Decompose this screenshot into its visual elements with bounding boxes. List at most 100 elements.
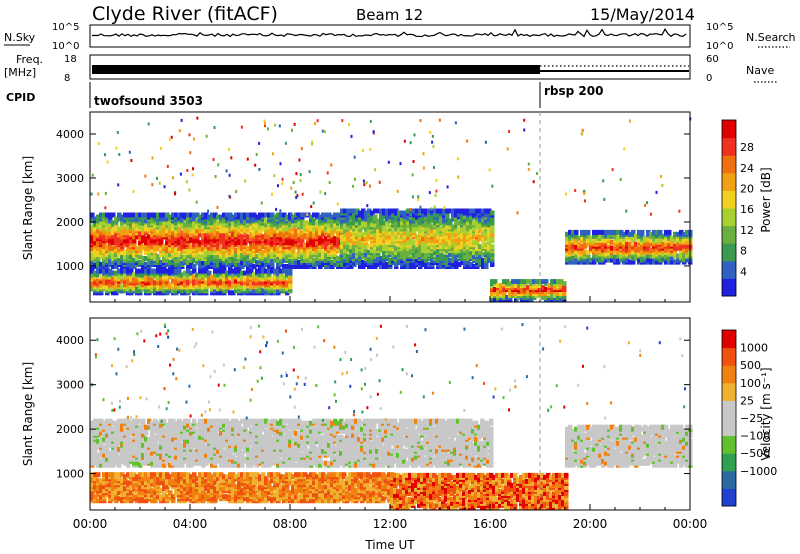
y-tick-label: 1000 xyxy=(56,260,84,273)
freq-trace-rbsp xyxy=(540,70,689,72)
legend-tick-label: 500 xyxy=(740,359,761,372)
legend-swatch xyxy=(722,172,736,191)
date-title: 15/May/2014 xyxy=(590,5,695,24)
velocity-scatter-noise xyxy=(91,323,686,424)
legend-swatch xyxy=(722,330,736,349)
velocity-band-0 xyxy=(90,418,494,468)
y-tick-label: 1000 xyxy=(56,468,84,481)
freq-label: Freq. xyxy=(16,53,43,66)
legend-swatch xyxy=(722,488,736,507)
legend-swatch xyxy=(722,278,736,297)
x-tick-label: 04:00 xyxy=(173,517,208,531)
legend-tick-label: 100 xyxy=(740,377,761,390)
y-tick-label: 2000 xyxy=(56,216,84,229)
velocity-panel: 1000 2000 3000 4000 Slant Range [km] 1000 50… xyxy=(21,317,777,511)
legend-swatch xyxy=(722,453,736,472)
legend-tick-label: 1000 xyxy=(740,342,768,355)
nave-tick-high: 60 xyxy=(706,54,719,65)
x-tick-label: 20:00 xyxy=(573,517,608,531)
legend-tick-label: −25 xyxy=(740,412,763,425)
legend-swatch xyxy=(722,260,736,279)
y-tick-label: 3000 xyxy=(56,379,84,392)
y-tick-label: 4000 xyxy=(56,128,84,141)
legend-swatch xyxy=(722,400,736,419)
legend-swatch xyxy=(722,155,736,174)
cpid-label: CPID xyxy=(6,91,35,104)
nsearch-label: N.Search xyxy=(746,31,796,44)
velocity-band-3 xyxy=(565,424,693,468)
legend-swatch xyxy=(722,225,736,244)
legend-swatch xyxy=(722,120,736,139)
legend-swatch xyxy=(722,137,736,156)
freq-panel: Freq. [MHz] 18 8 60 0 Nave xyxy=(4,53,778,84)
power-y-axis-label: Slant Range [km] xyxy=(21,156,35,260)
legend-tick-label: −1000 xyxy=(740,465,777,478)
power-band-1 xyxy=(90,268,293,296)
nsky-label: N.Sky xyxy=(4,31,36,44)
legend-swatch xyxy=(722,208,736,227)
freq-tick-low: 8 xyxy=(64,73,70,84)
legend-tick-label: 25 xyxy=(740,394,754,407)
nsearch-tick-low: 10^0 xyxy=(706,41,733,52)
beam-title: Beam 12 xyxy=(356,6,423,24)
power-heatmap-field xyxy=(90,116,693,302)
power-band-2 xyxy=(340,208,495,269)
nsearch-tick-high: 10^5 xyxy=(706,22,733,33)
nave-label: Nave xyxy=(746,64,774,77)
cpid-row: CPID twofsound 3503 rbsp 200 xyxy=(6,82,603,108)
power-band-3 xyxy=(490,279,567,302)
legend-tick-label: 8 xyxy=(740,245,747,258)
power-color-legend: 28 24 20 16 12 8 4 xyxy=(721,119,754,297)
power-panel: 1000 2000 3000 4000 Slant Range [km] 28 24 20… xyxy=(21,111,773,303)
x-tick-label: 12:00 xyxy=(373,517,408,531)
velocity-y-axis-label: Slant Range [km] xyxy=(21,362,35,466)
power-y-axis: 1000 2000 3000 4000 xyxy=(56,112,691,302)
cpid-mode-twofsound: twofsound 3503 xyxy=(94,94,203,108)
y-tick-label: 3000 xyxy=(56,172,84,185)
velocity-heatmap-field xyxy=(90,323,693,510)
power-band-4 xyxy=(565,229,693,265)
legend-swatch xyxy=(722,418,736,437)
x-axis-label: Time UT xyxy=(364,538,415,552)
legend-swatch xyxy=(722,243,736,262)
velocity-band-1 xyxy=(90,472,395,504)
nsky-tick-high: 10^5 xyxy=(52,22,79,33)
power-legend-title: Power [dB] xyxy=(759,167,773,232)
legend-swatch xyxy=(722,435,736,454)
legend-tick-label: 12 xyxy=(740,224,754,237)
x-tick-label: 08:00 xyxy=(273,517,308,531)
nave-tick-low: 0 xyxy=(706,73,712,84)
cpid-mode-rbsp: rbsp 200 xyxy=(544,84,603,98)
x-tick-label: 00:00 xyxy=(673,517,708,531)
legend-tick-label: 28 xyxy=(740,141,754,154)
station-title: Clyde River (fitACF) xyxy=(92,3,278,25)
velocity-band-2 xyxy=(390,472,569,510)
nsky-panel: N.Sky 10^5 10^0 10^5 10^0 N.Search xyxy=(4,22,796,52)
freq-tick-high: 18 xyxy=(64,54,77,65)
legend-swatch xyxy=(722,470,736,489)
legend-swatch xyxy=(722,347,736,366)
legend-tick-label: −100 xyxy=(740,430,770,443)
legend-swatch xyxy=(722,365,736,384)
x-tick-label: 00:00 xyxy=(73,517,108,531)
legend-tick-label: 16 xyxy=(740,203,754,216)
time-axis: 00:00 04:00 08:00 12:00 16:00 20:00 00:00 xyxy=(73,517,708,531)
y-tick-label: 4000 xyxy=(56,334,84,347)
nsky-tick-low: 10^0 xyxy=(52,41,79,52)
x-tick-label: 16:00 xyxy=(473,517,508,531)
legend-tick-label: 20 xyxy=(740,182,754,195)
y-tick-label: 2000 xyxy=(56,423,84,436)
legend-tick-label: −500 xyxy=(740,447,770,460)
freq-trace-twofsound xyxy=(92,65,540,74)
velocity-legend-title: Velocity [m s⁻¹] xyxy=(759,367,773,460)
power-scatter-noise xyxy=(90,116,692,217)
power-band-0 xyxy=(90,212,344,269)
nsky-trace xyxy=(91,28,687,38)
velocity-y-axis: 1000 2000 3000 4000 xyxy=(56,318,691,510)
legend-tick-label: 4 xyxy=(740,265,747,278)
legend-swatch xyxy=(722,382,736,401)
freq-unit: [MHz] xyxy=(4,66,36,79)
velocity-color-legend: 1000 500 100 25 −25 −100 −500 −1000 xyxy=(721,329,777,507)
legend-tick-label: 24 xyxy=(740,162,754,175)
